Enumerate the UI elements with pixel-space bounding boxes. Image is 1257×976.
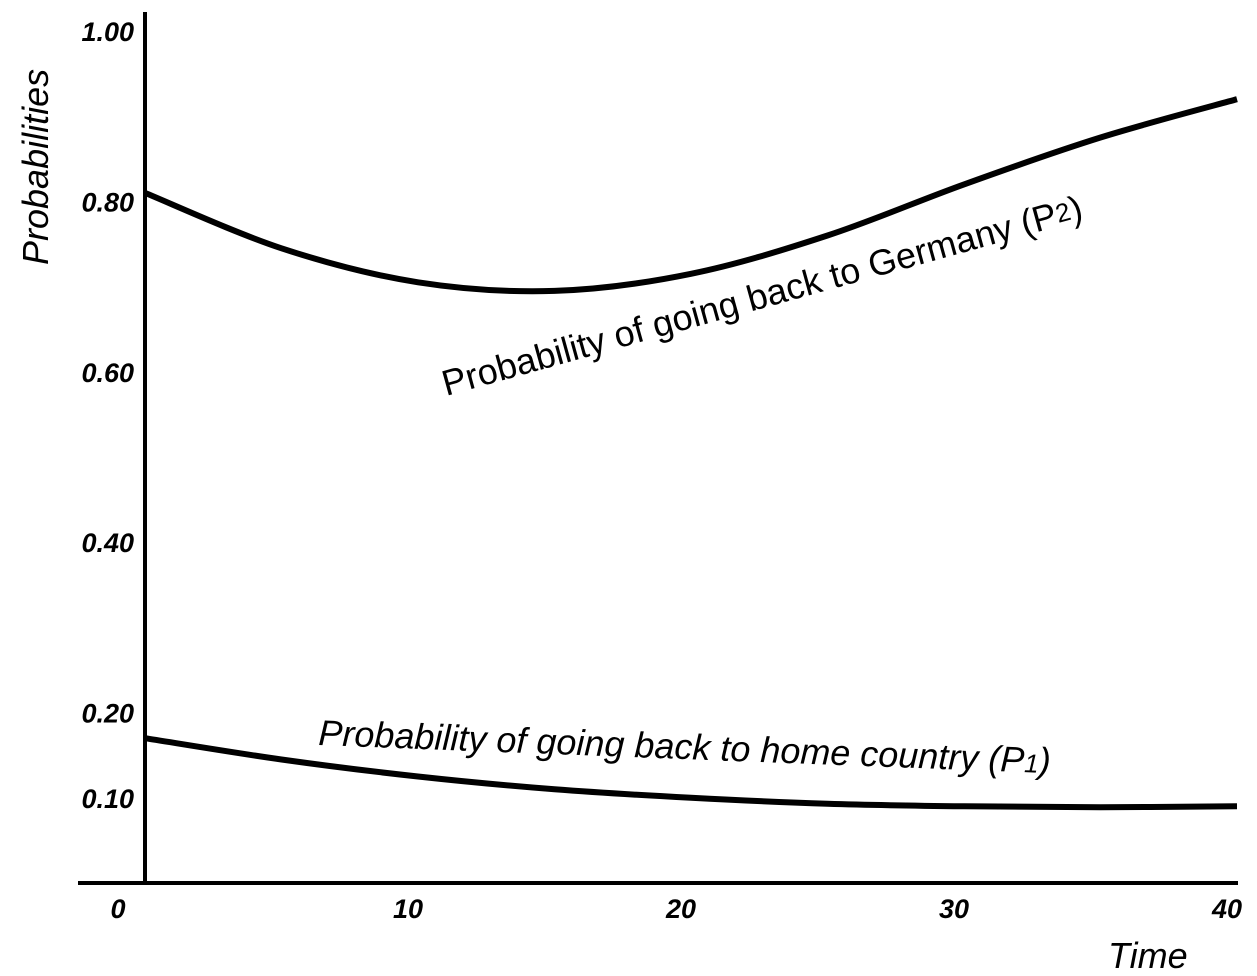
series-lines <box>143 96 1238 811</box>
x-tick-label-0: 0 <box>110 894 125 924</box>
x-axis-title: Time <box>1108 935 1188 976</box>
y-tick-label-0.60: 0.60 <box>81 358 134 388</box>
series-line-germany <box>143 96 1238 295</box>
x-tick-label-10: 10 <box>393 894 423 924</box>
series-line-home-country <box>144 735 1238 811</box>
y-tick-label-0.20: 0.20 <box>81 699 134 729</box>
series-label-home-country: Probability of going back to home countr… <box>318 712 1052 781</box>
y-axis-title: Probabilities <box>15 69 56 265</box>
y-tick-label-0.10: 0.10 <box>81 784 134 814</box>
y-tick-label-0.80: 0.80 <box>81 187 134 217</box>
y-tick-label-0.40: 0.40 <box>81 528 134 558</box>
x-tick-labels: 0 10 20 30 40 <box>110 894 1242 924</box>
series-label-germany: Probability of going back to Germany (P2… <box>437 187 1087 404</box>
x-tick-label-20: 20 <box>665 894 696 924</box>
x-tick-label-30: 30 <box>939 894 969 924</box>
y-tick-label-1.00: 1.00 <box>81 17 134 47</box>
y-tick-labels: 1.00 0.80 0.60 0.40 0.20 0.10 <box>81 17 134 814</box>
x-tick-label-40: 40 <box>1211 894 1242 924</box>
